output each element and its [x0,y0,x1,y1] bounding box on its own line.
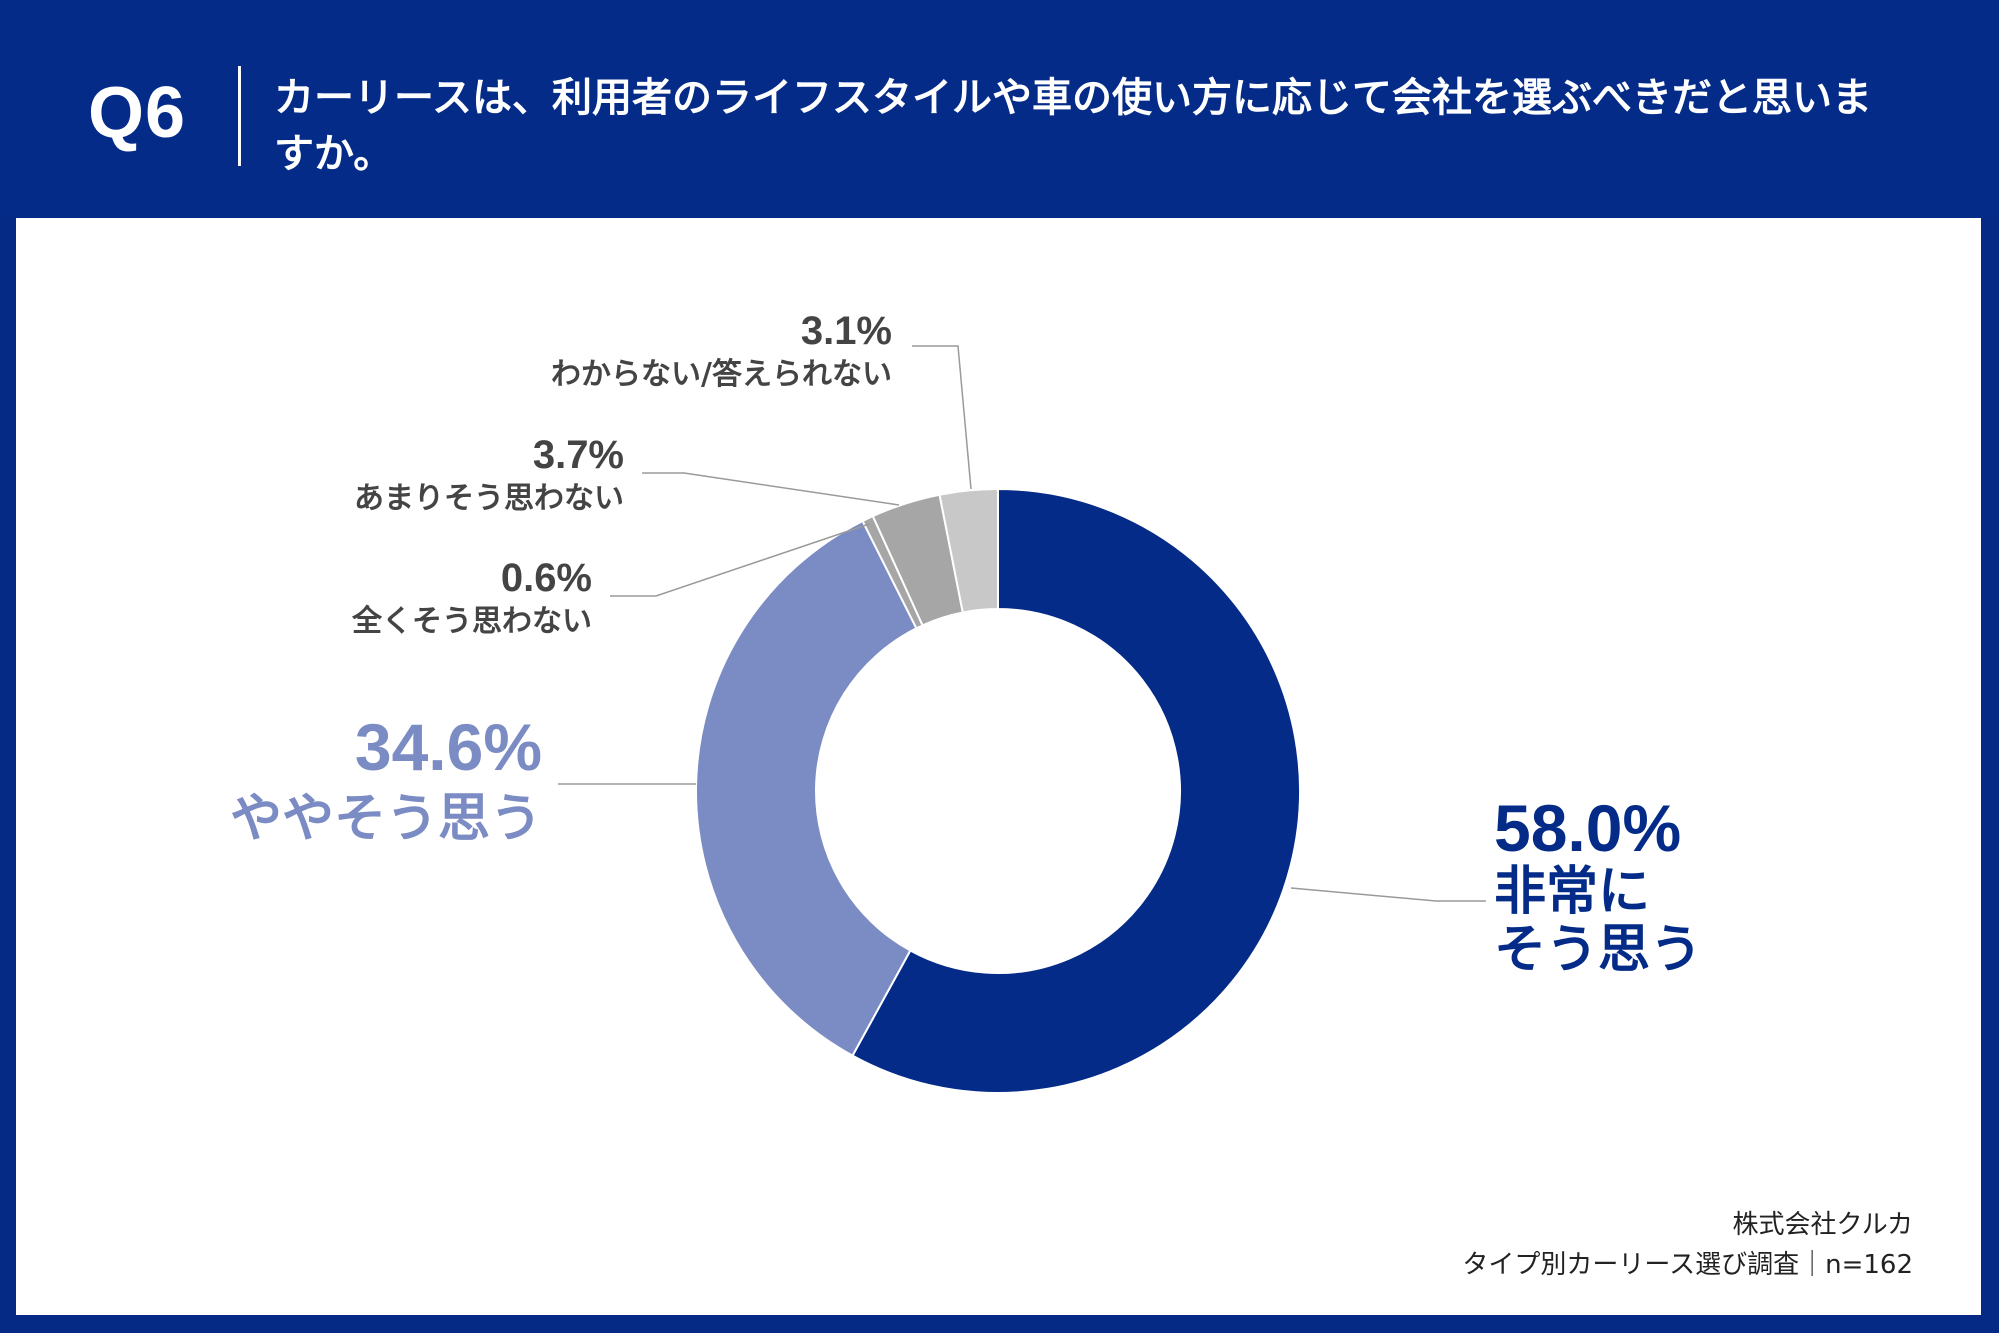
donut-slices [695,487,1301,1094]
leader-line-somewhat-disagree [642,472,900,506]
leader-line-strongly-agree [1290,887,1486,902]
footer-credit: 株式会社クルカ タイプ別カーリース選び調査｜n=162 [1462,1205,1913,1285]
value-label-strongly-agree: 58.0% [1494,791,1681,865]
company-name: 株式会社クルカ [1732,1210,1913,1240]
slice-strongly-agree [851,487,1301,1094]
category-label-strongly-disagree: 全くそう思わない [351,604,592,639]
category-label-strongly-agree: そう思う [1494,920,1702,980]
value-label-dont-know: 3.1% [801,309,892,353]
question-number: Q6 [88,73,187,153]
chart-panel: 58.0% 非常に そう思う 34.6% ややそう思う 0.6% 全くそう思わない 3.7% あ… [16,218,1981,1315]
value-label-strongly-disagree: 0.6% [501,556,592,600]
survey-info: タイプ別カーリース選び調査｜n=162 [1462,1250,1913,1280]
slice-somewhat-agree [695,519,918,1058]
leader-lines [558,345,1486,902]
slice-dont-know [938,487,999,614]
category-label-somewhat-disagree: あまりそう思わない [354,481,624,516]
leader-line-strongly-disagree [610,523,870,597]
category-label-strongly-agree: 非常に [1494,862,1650,922]
category-label-somewhat-agree: ややそう思う [230,789,542,849]
leader-line-dont-know [912,345,972,490]
category-label-dont-know: わからない/答えられない [551,357,892,392]
value-label-somewhat-agree: 34.6% [355,710,542,784]
value-label-somewhat-disagree: 3.7% [533,433,624,477]
question-text: カーリースは、利用者のライフスタイルや車の使い方に応じて会社を選ぶべきだと思いま… [274,75,1872,177]
header-bar: Q6 カーリースは、利用者のライフスタイルや車の使い方に応じて会社を選ぶべきだと… [0,0,1999,218]
header-divider [238,66,241,166]
